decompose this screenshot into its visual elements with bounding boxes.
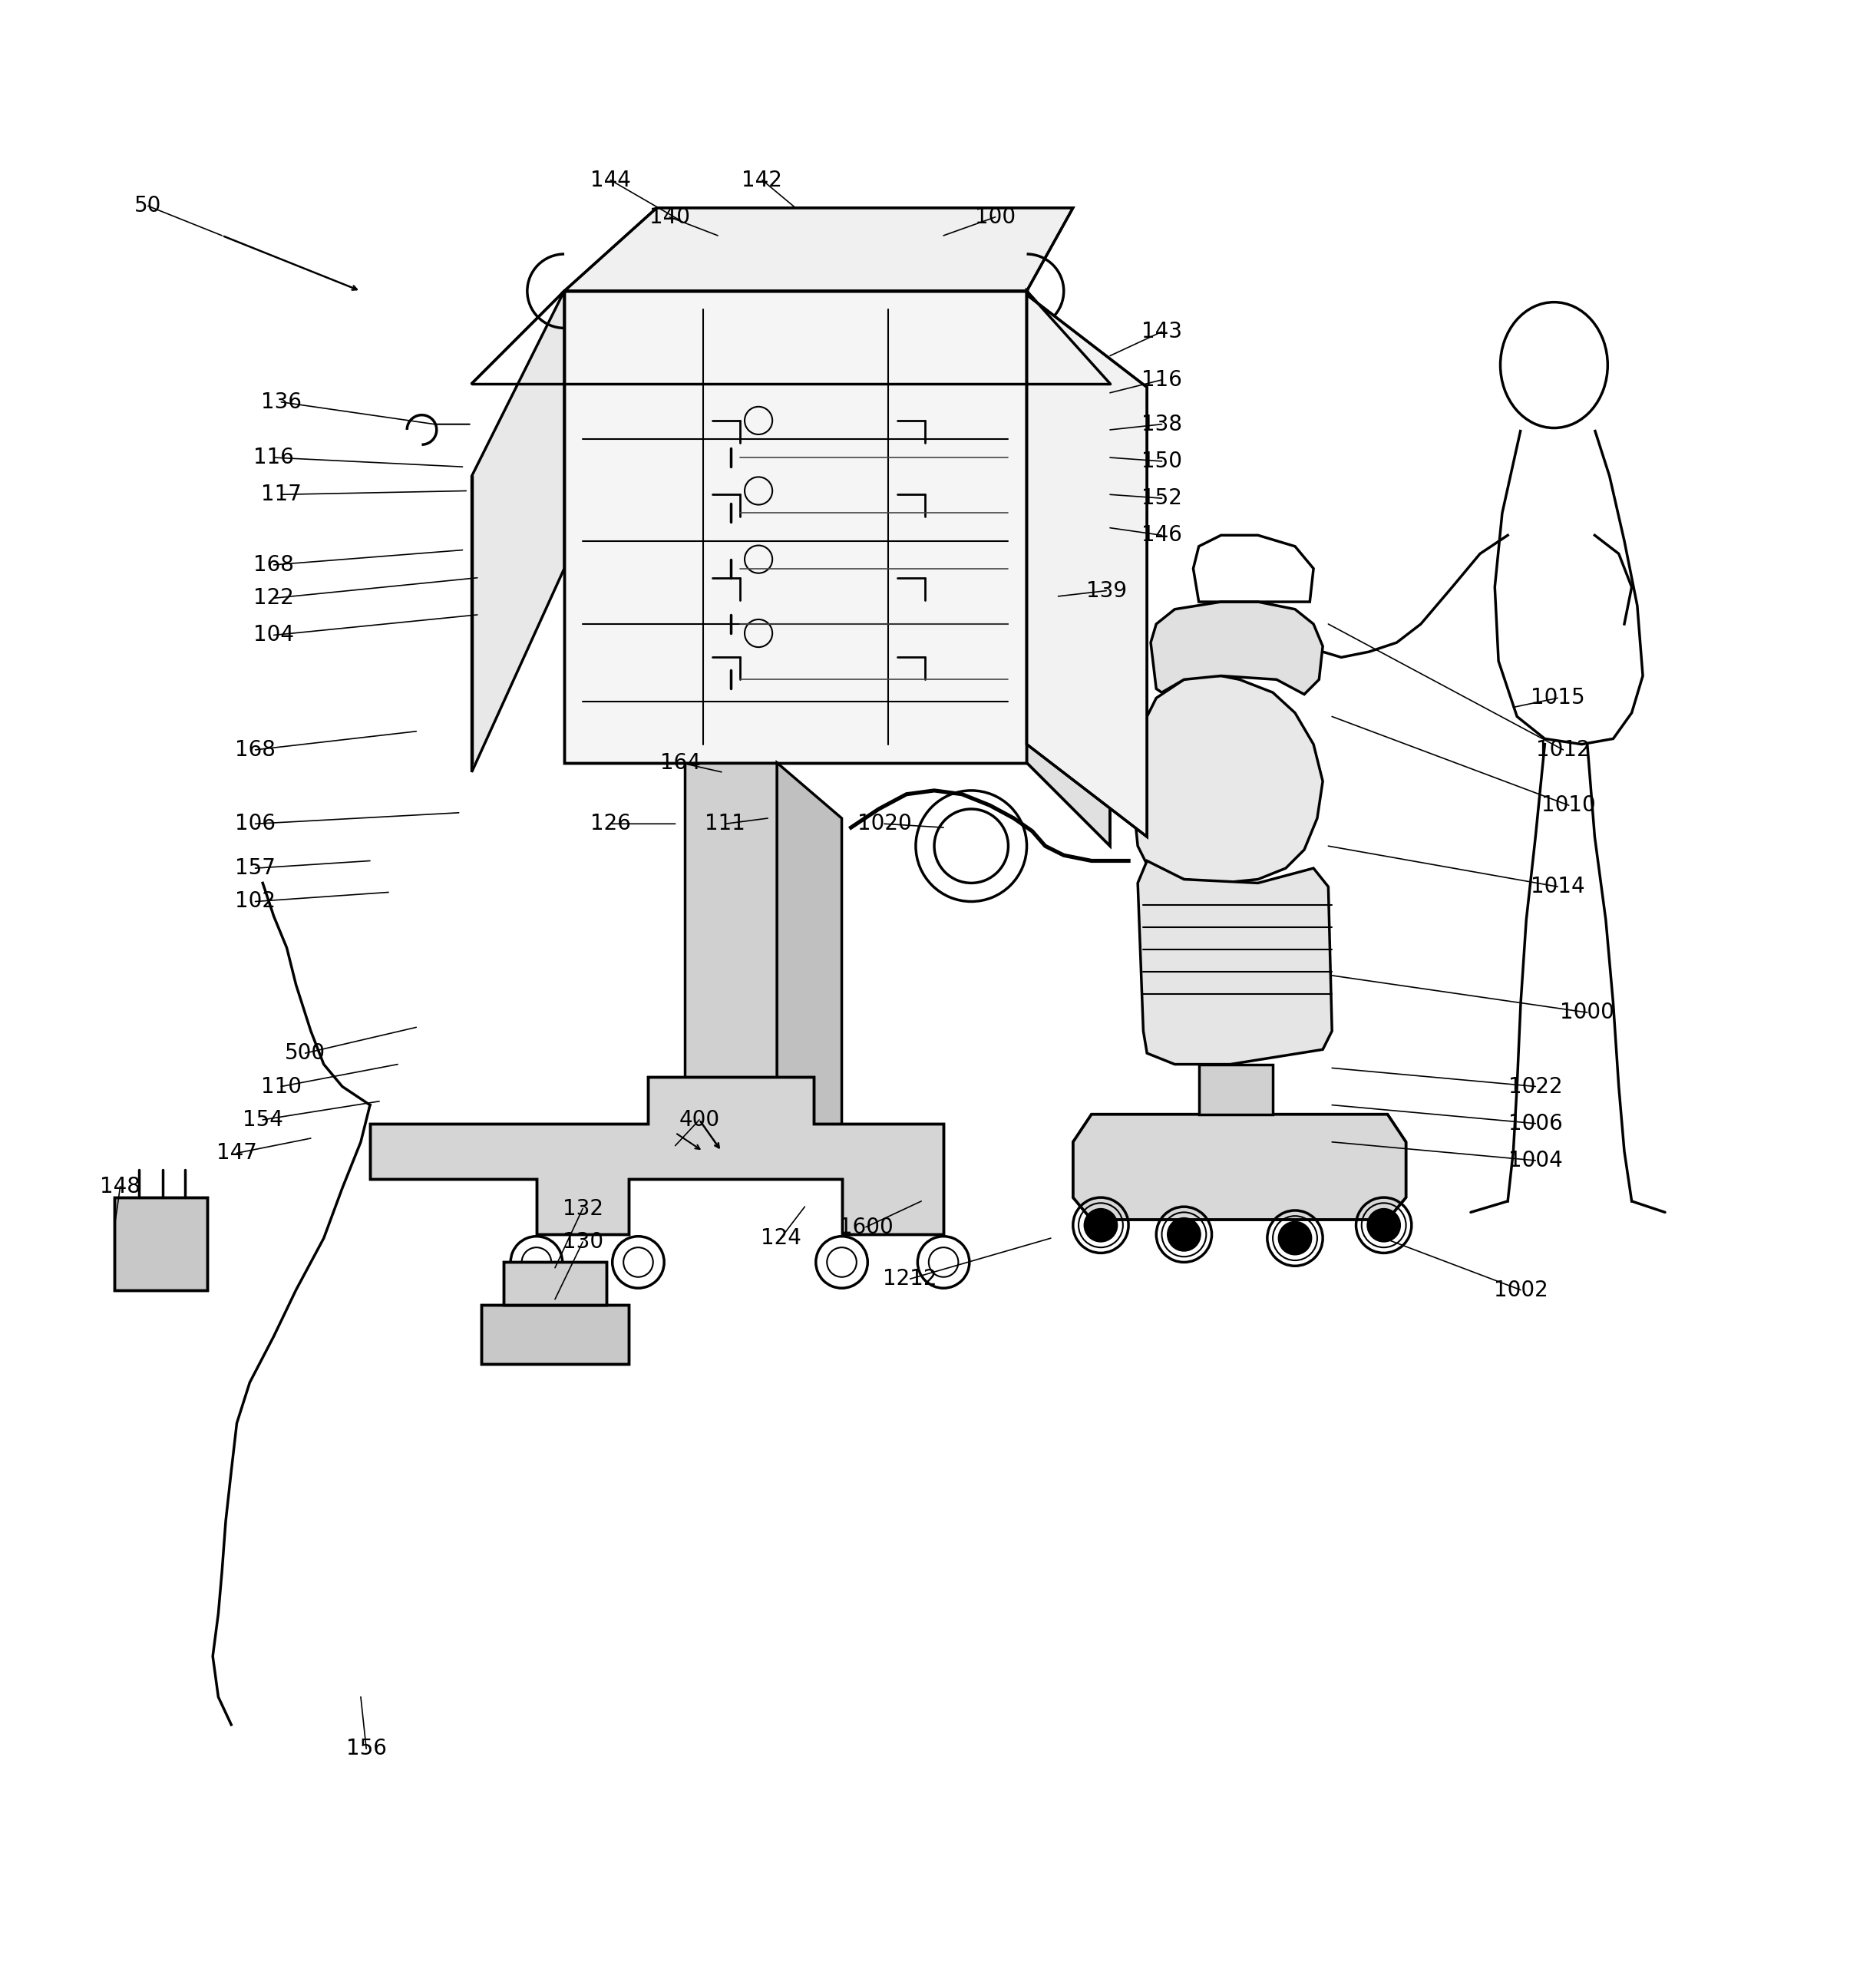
Text: 1212: 1212 xyxy=(882,1268,938,1290)
Text: 130: 130 xyxy=(562,1231,603,1252)
Text: 147: 147 xyxy=(216,1143,257,1163)
Text: 1002: 1002 xyxy=(1493,1278,1548,1300)
Text: 111: 111 xyxy=(705,813,746,835)
Polygon shape xyxy=(503,1262,607,1304)
Text: 157: 157 xyxy=(235,857,276,879)
Circle shape xyxy=(1278,1221,1312,1254)
Circle shape xyxy=(1167,1219,1201,1250)
Text: 164: 164 xyxy=(660,751,701,773)
Text: 100: 100 xyxy=(975,207,1016,229)
Text: 1014: 1014 xyxy=(1530,877,1585,897)
Polygon shape xyxy=(564,290,1027,763)
Text: 116: 116 xyxy=(1141,370,1182,390)
Text: 116: 116 xyxy=(253,447,294,469)
Polygon shape xyxy=(481,1304,629,1364)
Polygon shape xyxy=(1027,290,1110,847)
Text: 140: 140 xyxy=(649,207,690,229)
Text: 126: 126 xyxy=(590,813,631,835)
Text: 122: 122 xyxy=(253,586,294,608)
Polygon shape xyxy=(777,763,842,1169)
Text: 124: 124 xyxy=(760,1227,801,1248)
Polygon shape xyxy=(115,1197,207,1290)
Text: 106: 106 xyxy=(235,813,276,835)
Text: 50: 50 xyxy=(135,195,161,217)
Polygon shape xyxy=(370,1077,944,1235)
Polygon shape xyxy=(472,290,564,771)
Circle shape xyxy=(1084,1209,1117,1242)
Text: 152: 152 xyxy=(1141,487,1182,509)
Text: 1012: 1012 xyxy=(1536,740,1591,761)
Text: 1010: 1010 xyxy=(1541,795,1597,815)
Text: 1015: 1015 xyxy=(1530,688,1585,710)
Text: 143: 143 xyxy=(1141,320,1182,342)
Polygon shape xyxy=(1151,602,1323,694)
Text: 104: 104 xyxy=(253,624,294,646)
Polygon shape xyxy=(1138,861,1332,1064)
Text: 132: 132 xyxy=(562,1199,603,1219)
Text: 500: 500 xyxy=(285,1042,326,1064)
Polygon shape xyxy=(685,763,777,1123)
Text: 110: 110 xyxy=(261,1076,302,1097)
Text: 138: 138 xyxy=(1141,414,1182,435)
Text: 146: 146 xyxy=(1141,525,1182,547)
Text: 1006: 1006 xyxy=(1508,1113,1563,1135)
Text: 168: 168 xyxy=(253,555,294,577)
Text: 144: 144 xyxy=(590,169,631,191)
Polygon shape xyxy=(1199,1064,1273,1113)
Text: 400: 400 xyxy=(679,1109,720,1131)
Text: 1022: 1022 xyxy=(1508,1076,1563,1097)
Polygon shape xyxy=(1073,1113,1406,1221)
Text: 136: 136 xyxy=(261,392,302,414)
Text: 1000: 1000 xyxy=(1560,1002,1615,1024)
Text: 142: 142 xyxy=(742,169,783,191)
Polygon shape xyxy=(1027,294,1147,837)
Circle shape xyxy=(1367,1209,1400,1242)
Text: 168: 168 xyxy=(235,740,276,761)
Text: 154: 154 xyxy=(242,1109,283,1131)
Text: 1600: 1600 xyxy=(838,1217,894,1239)
Polygon shape xyxy=(564,209,1073,290)
Text: 139: 139 xyxy=(1086,580,1127,602)
Text: 1020: 1020 xyxy=(857,813,912,835)
Text: 117: 117 xyxy=(261,483,302,505)
Text: 156: 156 xyxy=(346,1738,387,1759)
Text: 148: 148 xyxy=(100,1175,141,1197)
Text: 1004: 1004 xyxy=(1508,1149,1563,1171)
Text: 150: 150 xyxy=(1141,451,1182,471)
Polygon shape xyxy=(1132,676,1323,883)
Text: 102: 102 xyxy=(235,891,276,912)
